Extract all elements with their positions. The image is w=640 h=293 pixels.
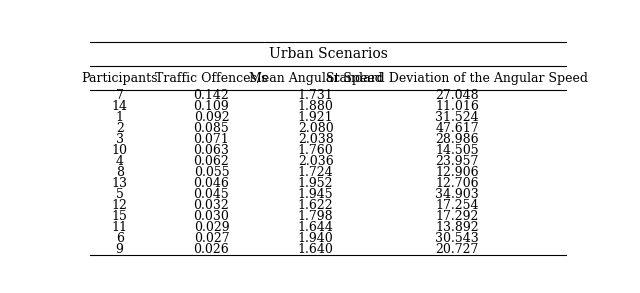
Text: 0.032: 0.032 [193,199,229,212]
Text: 31.524: 31.524 [435,111,479,125]
Text: 1.724: 1.724 [298,166,333,179]
Text: 2.080: 2.080 [298,122,333,135]
Text: 2.038: 2.038 [298,133,333,146]
Text: 4: 4 [116,155,124,168]
Text: 1.640: 1.640 [298,243,333,256]
Text: 0.142: 0.142 [193,89,229,103]
Text: 0.062: 0.062 [193,155,229,168]
Text: 0.027: 0.027 [194,232,229,245]
Text: Urban Scenarios: Urban Scenarios [269,47,387,61]
Text: Traffic Offences/s: Traffic Offences/s [155,71,268,84]
Text: 34.903: 34.903 [435,188,479,201]
Text: Standard Deviation of the Angular Speed: Standard Deviation of the Angular Speed [326,71,588,84]
Text: 12.706: 12.706 [435,177,479,190]
Text: 8: 8 [116,166,124,179]
Text: 0.046: 0.046 [193,177,229,190]
Text: 0.030: 0.030 [193,210,229,223]
Text: 14.505: 14.505 [435,144,479,157]
Text: 12.906: 12.906 [435,166,479,179]
Text: 0.092: 0.092 [194,111,229,125]
Text: 1.760: 1.760 [298,144,333,157]
Text: 1: 1 [116,111,124,125]
Text: 1.798: 1.798 [298,210,333,223]
Text: 10: 10 [112,144,128,157]
Text: 0.085: 0.085 [193,122,229,135]
Text: 2.036: 2.036 [298,155,333,168]
Text: 1.952: 1.952 [298,177,333,190]
Text: 5: 5 [116,188,124,201]
Text: 0.045: 0.045 [193,188,229,201]
Text: 0.109: 0.109 [193,100,229,113]
Text: 1.731: 1.731 [298,89,333,103]
Text: 47.617: 47.617 [435,122,479,135]
Text: 13: 13 [112,177,128,190]
Text: 13.892: 13.892 [435,221,479,234]
Text: 0.071: 0.071 [193,133,229,146]
Text: 1.644: 1.644 [298,221,333,234]
Text: 12: 12 [112,199,127,212]
Text: 27.048: 27.048 [435,89,479,103]
Text: 1.880: 1.880 [298,100,333,113]
Text: 1.945: 1.945 [298,188,333,201]
Text: 17.254: 17.254 [435,199,479,212]
Text: 3: 3 [116,133,124,146]
Text: 2: 2 [116,122,124,135]
Text: 20.727: 20.727 [435,243,479,256]
Text: 15: 15 [112,210,127,223]
Text: 0.063: 0.063 [193,144,229,157]
Text: 30.543: 30.543 [435,232,479,245]
Text: 28.986: 28.986 [435,133,479,146]
Text: 11.016: 11.016 [435,100,479,113]
Text: Participants: Participants [81,71,158,84]
Text: 9: 9 [116,243,124,256]
Text: Mean Angular Speed: Mean Angular Speed [249,71,383,84]
Text: 7: 7 [116,89,124,103]
Text: 17.292: 17.292 [435,210,479,223]
Text: 6: 6 [116,232,124,245]
Text: 0.029: 0.029 [194,221,229,234]
Text: 14: 14 [112,100,128,113]
Text: 1.622: 1.622 [298,199,333,212]
Text: 11: 11 [112,221,128,234]
Text: 1.921: 1.921 [298,111,333,125]
Text: 23.957: 23.957 [435,155,479,168]
Text: 0.026: 0.026 [193,243,229,256]
Text: 1.940: 1.940 [298,232,333,245]
Text: 0.055: 0.055 [194,166,229,179]
